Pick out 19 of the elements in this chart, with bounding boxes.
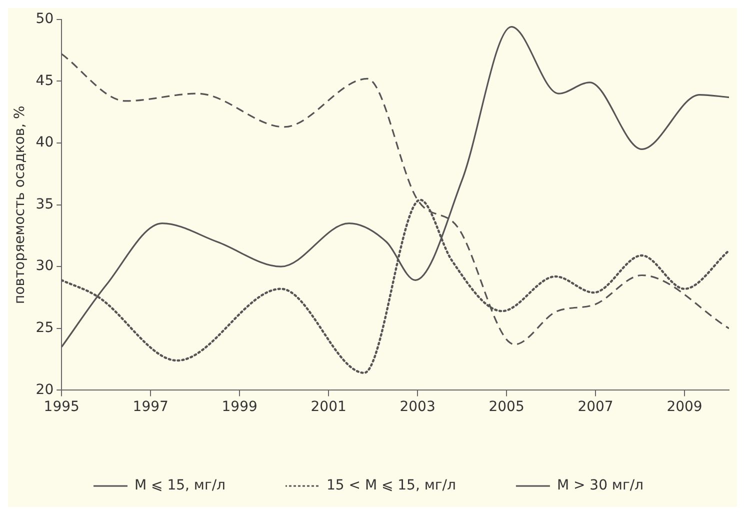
y-tick-label: 30: [36, 258, 54, 274]
y-tick-label: 35: [36, 196, 54, 212]
x-tick-label: 2005: [488, 399, 524, 416]
y-tick-label: 40: [36, 134, 54, 151]
legend-label: 15 < M ⩽ 15, мг/л: [326, 478, 456, 494]
legend-label: M > 30 мг/л: [556, 478, 644, 494]
x-tick-label: 2009: [666, 399, 702, 416]
y-tick-label: 50: [36, 11, 54, 28]
x-tick-label: 2003: [400, 399, 436, 416]
y-axis-title: повторяемость осадков, %: [12, 106, 28, 304]
legend-label: M ⩽ 15, мг/л: [134, 478, 226, 494]
x-tick-label: 1995: [44, 399, 80, 416]
y-tick-label: 20: [36, 382, 54, 398]
y-tick-label: 25: [36, 320, 54, 336]
x-tick-label: 2001: [310, 399, 346, 416]
x-tick-label: 2007: [578, 399, 614, 416]
x-tick-label: 1997: [132, 399, 168, 416]
x-tick-label: 1999: [222, 399, 258, 416]
y-tick-label: 45: [36, 72, 54, 89]
